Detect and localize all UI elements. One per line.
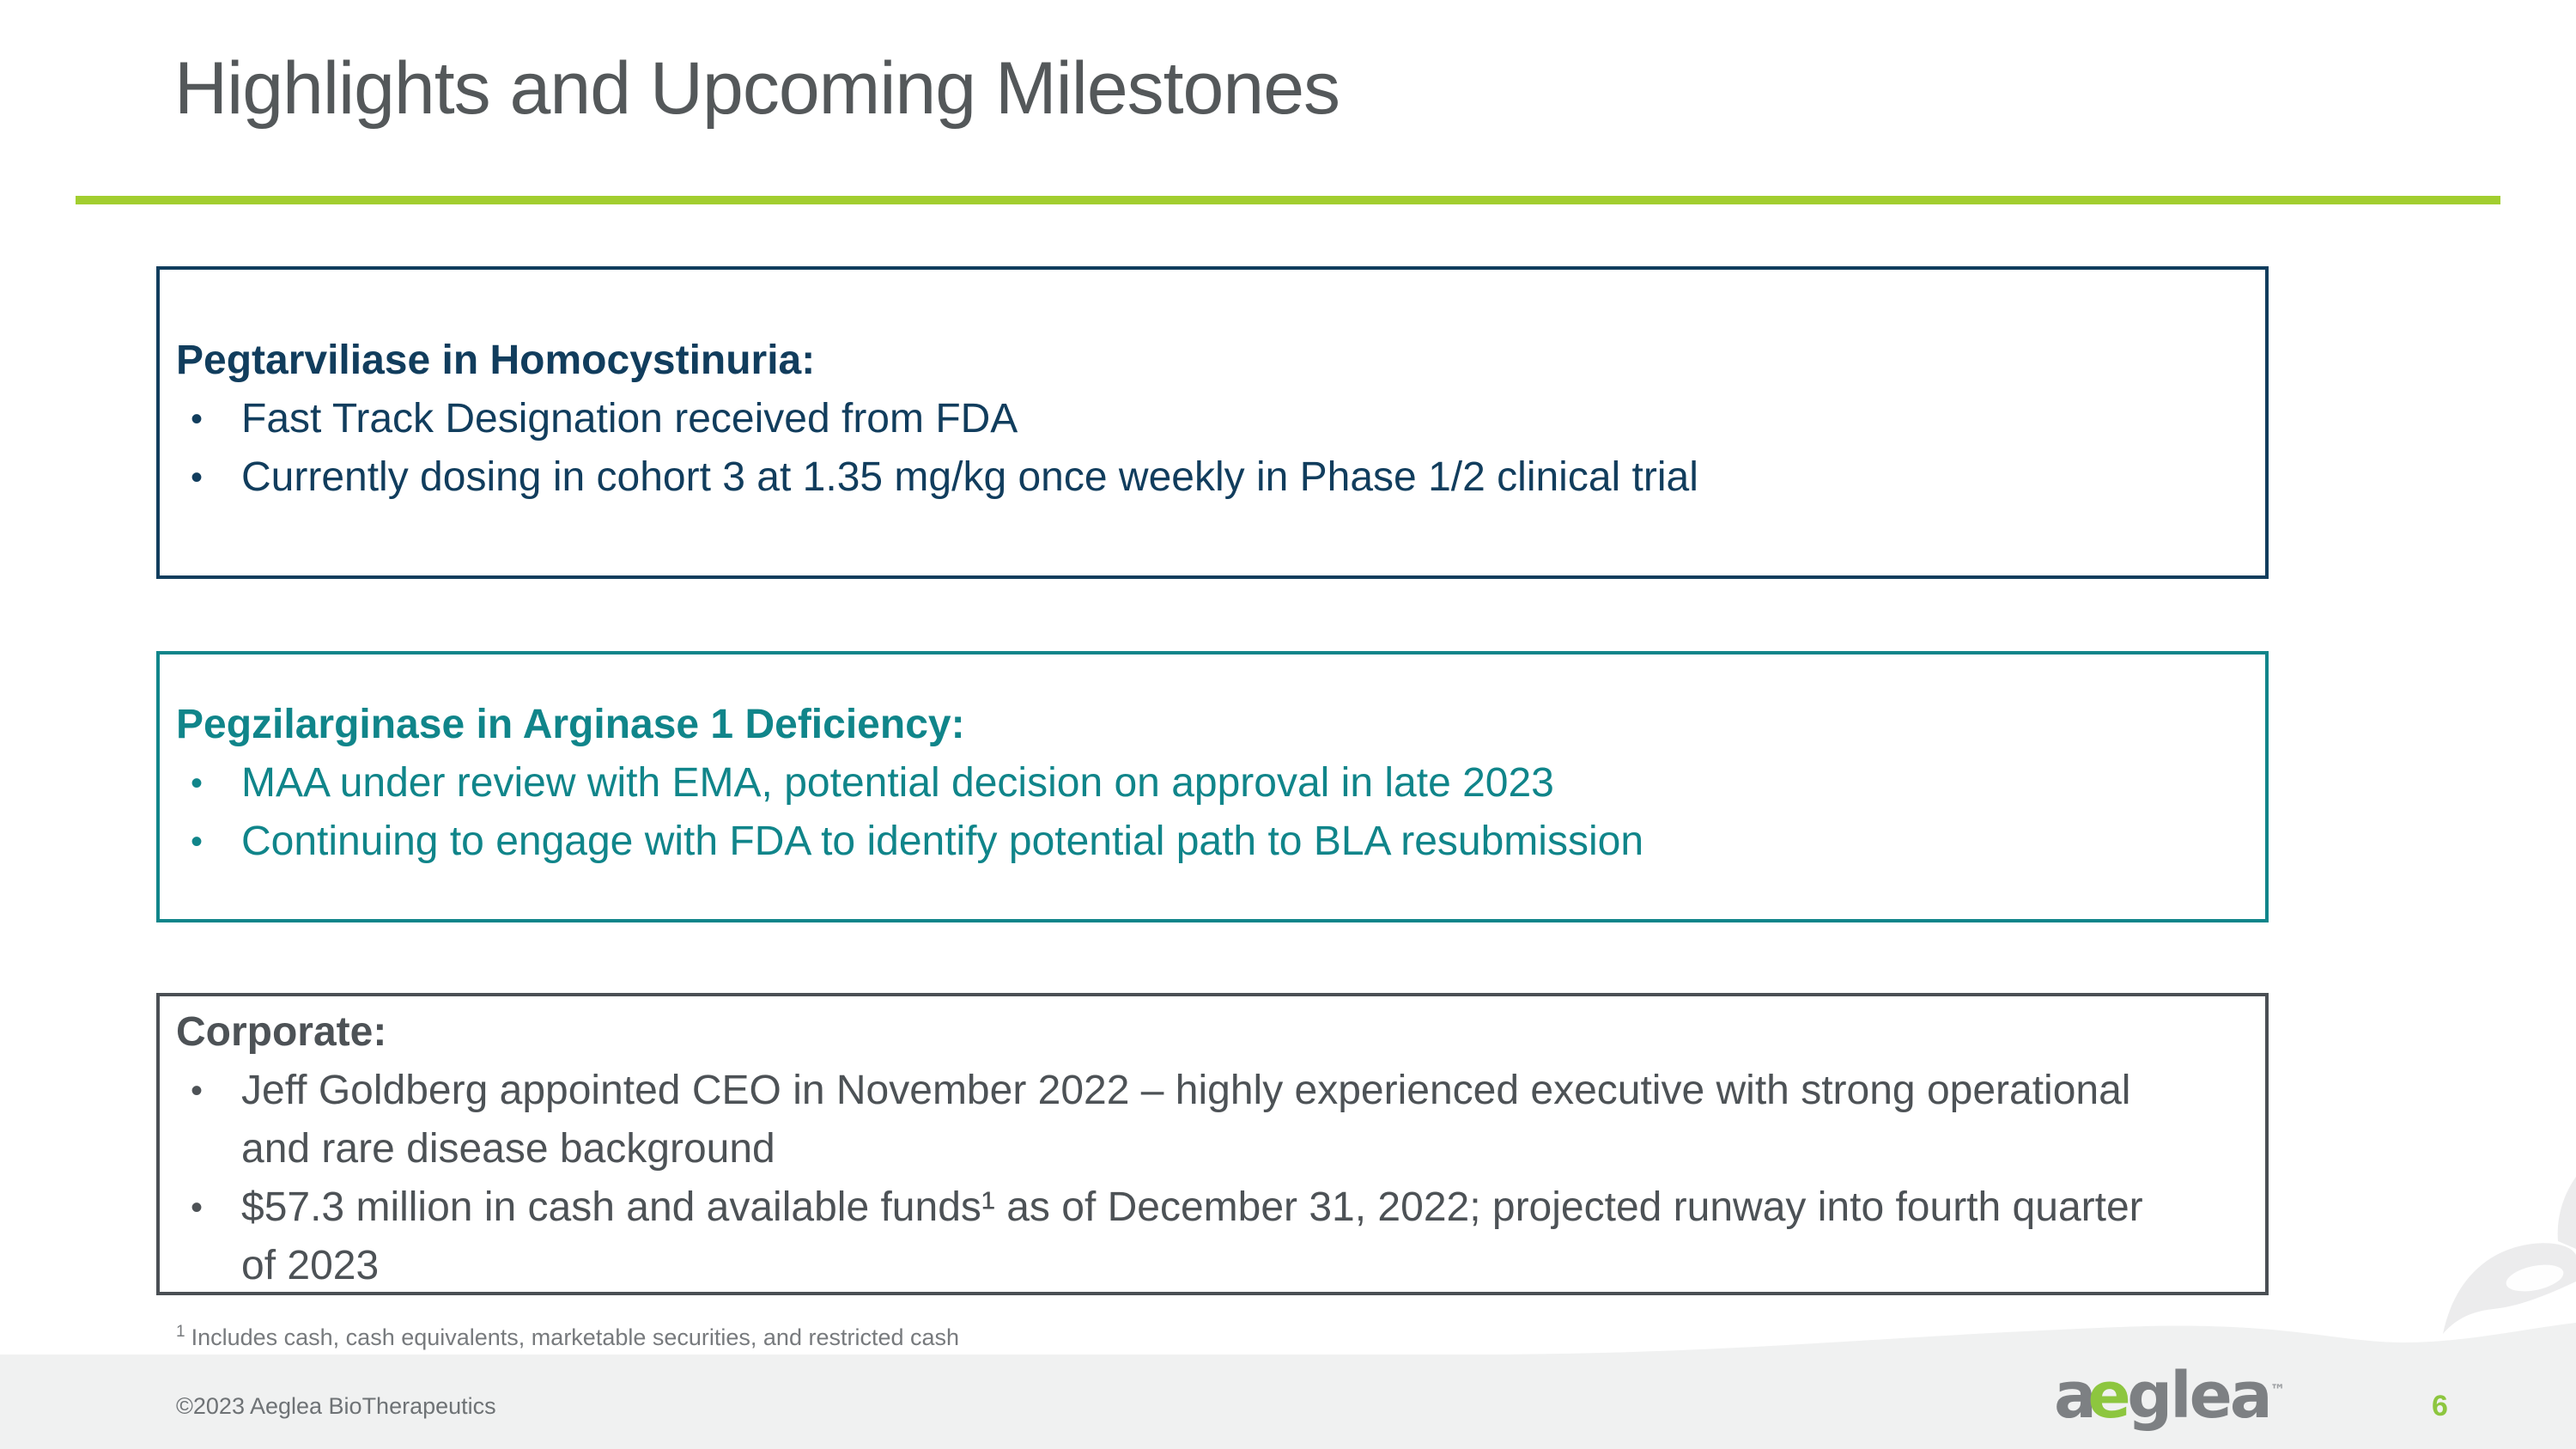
bullet-item: • Continuing to engage with FDA to ident… — [176, 813, 2248, 871]
footer-band — [0, 1323, 2576, 1449]
copyright-text: ©2023 Aeglea BioTherapeutics — [176, 1393, 496, 1419]
bullet-icon: • — [191, 1189, 204, 1227]
bullet-text: Currently dosing in cohort 3 at 1.35 mg/… — [241, 454, 1698, 500]
card-heading: Pegzilarginase in Arginase 1 Deficiency: — [176, 702, 965, 747]
bullet-item: • Jeff Goldberg appointed CEO in Novembe… — [176, 1062, 2248, 1178]
card-pegzilarginase: Pegzilarginase in Arginase 1 Deficiency:… — [156, 651, 2269, 922]
footnote-text: Includes cash, cash equivalents, marketa… — [191, 1324, 960, 1350]
footnote-marker: 1 — [176, 1323, 185, 1341]
page-number: 6 — [2432, 1390, 2448, 1422]
logo-letter-a: a — [2054, 1359, 2097, 1433]
bullet-text: $57.3 million in cash and available fund… — [241, 1184, 2143, 1288]
wave-decoration — [0, 1177, 2576, 1449]
card-heading: Corporate: — [176, 1009, 387, 1055]
swoosh-icon — [2443, 1243, 2576, 1334]
bullet-text: Fast Track Designation received from FDA — [241, 396, 1018, 441]
bullet-icon: • — [191, 400, 204, 438]
bullet-item: • Fast Track Designation received from F… — [176, 390, 2248, 448]
card-heading: Pegtarviliase in Homocystinuria: — [176, 338, 816, 383]
swoosh-sliver-icon — [2557, 1177, 2576, 1249]
bullet-text: MAA under review with EMA, potential dec… — [241, 760, 1554, 806]
aeglea-logo: aeglea™ — [2054, 1359, 2286, 1433]
bullet-text: Continuing to engage with FDA to identif… — [241, 819, 1644, 864]
bullet-item: • MAA under review with EMA, potential d… — [176, 754, 2248, 813]
bullet-icon: • — [191, 823, 204, 861]
slide-title: Highlights and Upcoming Milestones — [174, 47, 1340, 130]
logo-letter-e-green: e — [2087, 1359, 2131, 1433]
swoosh-loop-gap — [2506, 1264, 2564, 1292]
card-pegtarviliase: Pegtarviliase in Homocystinuria: • Fast … — [156, 266, 2269, 579]
bullet-item: • Currently dosing in cohort 3 at 1.35 m… — [176, 448, 2248, 507]
bullet-text: Jeff Goldberg appointed CEO in November … — [241, 1068, 2131, 1172]
bullet-item: • $57.3 million in cash and available fu… — [176, 1178, 2248, 1295]
logo-rest: glea — [2127, 1359, 2272, 1433]
card-corporate: Corporate: • Jeff Goldberg appointed CEO… — [156, 993, 2269, 1295]
bullet-icon: • — [191, 764, 204, 802]
bullet-icon: • — [191, 459, 204, 496]
bullet-icon: • — [191, 1072, 204, 1110]
footnote: 1 Includes cash, cash equivalents, market… — [176, 1323, 959, 1351]
title-underline-rule — [76, 196, 2500, 204]
trademark-icon: ™ — [2269, 1381, 2286, 1400]
